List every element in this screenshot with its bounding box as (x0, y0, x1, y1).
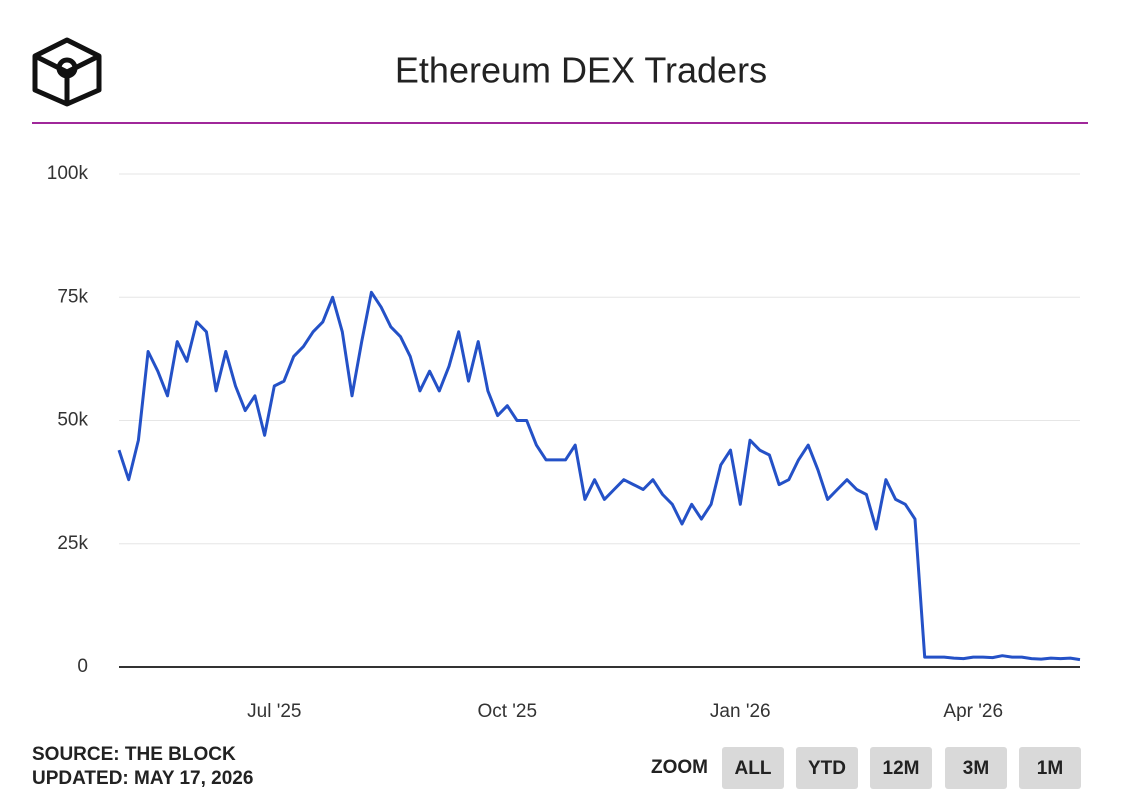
zoom-button[interactable]: 3M (945, 747, 1007, 789)
zoom-button-label: 1M (1037, 758, 1063, 779)
zoom-button[interactable]: 1M (1019, 747, 1081, 789)
zoom-button-bg (1019, 747, 1081, 789)
zoom-button-label: ALL (735, 758, 772, 779)
source: SOURCE: THE BLOCK (32, 744, 236, 765)
zoom-button[interactable]: YTD (796, 747, 858, 789)
y-tick-label: 100k (47, 163, 89, 184)
x-tick-label: Jul '25 (247, 701, 301, 722)
x-tick-label: Jan '26 (710, 701, 771, 722)
data-line (117, 290, 1081, 662)
updated: UPDATED: MAY 17, 2026 (32, 768, 253, 789)
zoom-button-bg (722, 747, 784, 789)
zoom-button-label: 3M (963, 758, 989, 779)
zoom-button[interactable]: ALL (722, 747, 784, 789)
zoom-button-bg (870, 747, 932, 789)
y-tick-label: 75k (57, 286, 88, 307)
y-tick-label: 50k (57, 410, 88, 431)
x-tick-label: Apr '26 (943, 701, 1003, 722)
chart-title: Ethereum DEX Traders (395, 50, 767, 91)
logo (32, 37, 102, 107)
x-tick-label: Oct '25 (477, 701, 537, 722)
y-tick-label: 0 (77, 656, 88, 677)
zoom-button-bg (796, 747, 858, 789)
zoom-button-label: YTD (808, 758, 846, 779)
zoom-button[interactable]: 12M (870, 747, 932, 789)
zoom-button-bg (945, 747, 1007, 789)
zoom-button-label: 12M (883, 758, 920, 779)
y-tick-label: 25k (57, 533, 88, 554)
zoom-label: ZOOM (651, 757, 708, 778)
